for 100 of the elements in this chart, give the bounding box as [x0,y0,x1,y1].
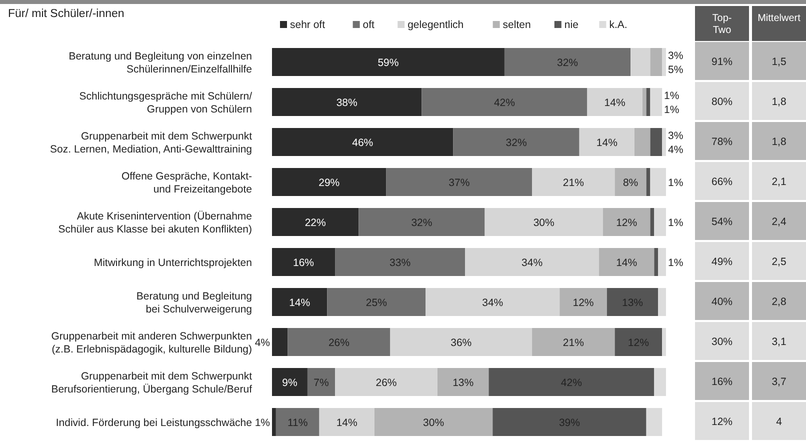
bar [646,408,662,436]
bar [453,128,580,156]
y-tick-label: Offene Gespräche, Kontakt- und Freizeitangebote [121,170,252,196]
bar [288,328,390,356]
data-label: 1% [668,177,684,189]
bar [276,408,320,436]
bar [386,168,532,196]
data-label: 14% [289,297,310,309]
text: Für/ mit Schüler/-innen [8,8,124,20]
bar [599,248,654,276]
data-label: 32% [411,217,432,229]
bar [662,128,666,156]
text: 78% [711,136,733,148]
bar [358,208,485,236]
data-label: 3% [668,50,684,62]
bar [650,88,662,116]
text: 16% [711,376,733,388]
bar [272,208,359,236]
data-label: 1% [664,104,680,116]
bar [650,208,654,236]
data-label: 38% [336,97,358,109]
text: 80% [711,96,733,108]
text: 2,5 [772,256,786,268]
bar [484,208,603,236]
data-label: 32% [556,57,578,69]
bar [658,248,666,276]
legend-label: k.A. [609,19,628,31]
legend-label: nie [564,19,579,31]
data-label: 1% [668,217,684,229]
data-label: 34% [522,257,543,269]
data-label: 21% [562,337,584,349]
text: 91% [711,56,733,68]
data-label: 26% [328,337,350,349]
bar [374,408,493,436]
text: 12% [711,416,733,428]
text: Top-Two [712,13,732,36]
bar [272,248,336,276]
bar [650,168,666,196]
bar [488,368,654,396]
bar [272,288,328,316]
y-tick-label: Gruppenarbeit mit dem Schwerpunkt Soz. Lernen, Mediation, Anti-Gewalttraining [50,130,252,156]
data-label: 5% [668,64,684,76]
bar [272,88,422,116]
bar [437,368,489,396]
bar [634,128,650,156]
text: 40% [711,296,733,308]
data-label: 12% [572,297,594,309]
text: 3,7 [772,376,786,388]
bar [650,128,662,156]
bar [532,168,615,196]
data-label: 4% [668,144,684,156]
bar [272,408,276,436]
bar [390,328,532,356]
text: 30% [711,336,733,348]
bar [630,48,650,76]
y-tick-label: Individ. Förderung bei Leistungsschwäche [56,417,252,429]
data-label: 1% [668,257,684,269]
legend-label: gelegentlich [408,19,464,31]
data-label: 26% [376,377,397,389]
bar [272,328,288,356]
data-label: 16% [293,257,314,269]
bar [335,368,438,396]
bar [654,368,666,396]
data-label: 30% [423,417,444,429]
bar [465,248,600,276]
bar [422,88,588,116]
bar [650,48,662,76]
data-label: 42% [494,97,515,109]
data-label: 8% [622,177,638,189]
bar [654,248,658,276]
data-label: 33% [390,257,411,269]
data-label: 14% [596,137,618,149]
bar [319,408,374,436]
text: 2,8 [772,296,786,308]
text: 54% [711,216,733,228]
data-label: 3% [668,130,684,142]
y-tick-label: Gruppenarbeit mit dem Schwerpunkt Berufsorientierung, Übergang Schule/Beruf [51,370,252,396]
bar [662,328,666,356]
data-label: 12% [616,217,638,229]
legend-label: oft [362,19,375,31]
text: 3,1 [772,336,786,348]
legend-label: selten [502,19,531,31]
bar [662,48,666,76]
bar [602,208,650,236]
data-label: 13% [452,377,474,389]
bar [654,208,666,236]
text: 4 [776,416,782,428]
bar [560,288,607,316]
data-label: 46% [352,137,374,149]
y-tick-label: Gruppenarbeit mit anderen Schwerpunkten (z.B. Erlebnispädagogik, kulturelle Bildung) [51,330,252,356]
text: Mittelwert [758,13,801,24]
y-tick-label: Beratung und Begleitung von einzelnen Schülerinnen/Einzelfallhilfe [68,50,252,76]
bar [642,88,646,116]
bar [426,288,560,316]
y-tick-label: Mitwirkung in Unterrichtsprojekten [94,257,252,269]
bar [327,288,426,316]
data-label: 1% [664,90,680,102]
data-label: 1% [254,417,270,429]
bar [492,408,646,436]
bar [658,288,666,316]
